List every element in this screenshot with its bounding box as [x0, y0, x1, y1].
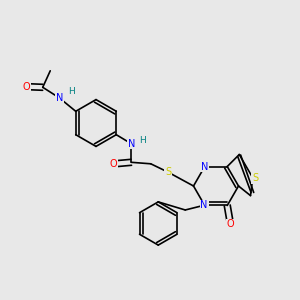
- Text: O: O: [22, 82, 30, 92]
- Text: S: S: [252, 173, 258, 183]
- Text: N: N: [201, 161, 208, 172]
- Text: H: H: [68, 87, 75, 96]
- Text: N: N: [56, 93, 63, 103]
- Text: S: S: [165, 167, 171, 177]
- Text: N: N: [200, 200, 208, 211]
- Text: N: N: [128, 139, 135, 149]
- Text: H: H: [139, 136, 146, 145]
- Text: O: O: [226, 219, 234, 230]
- Text: O: O: [110, 159, 117, 169]
